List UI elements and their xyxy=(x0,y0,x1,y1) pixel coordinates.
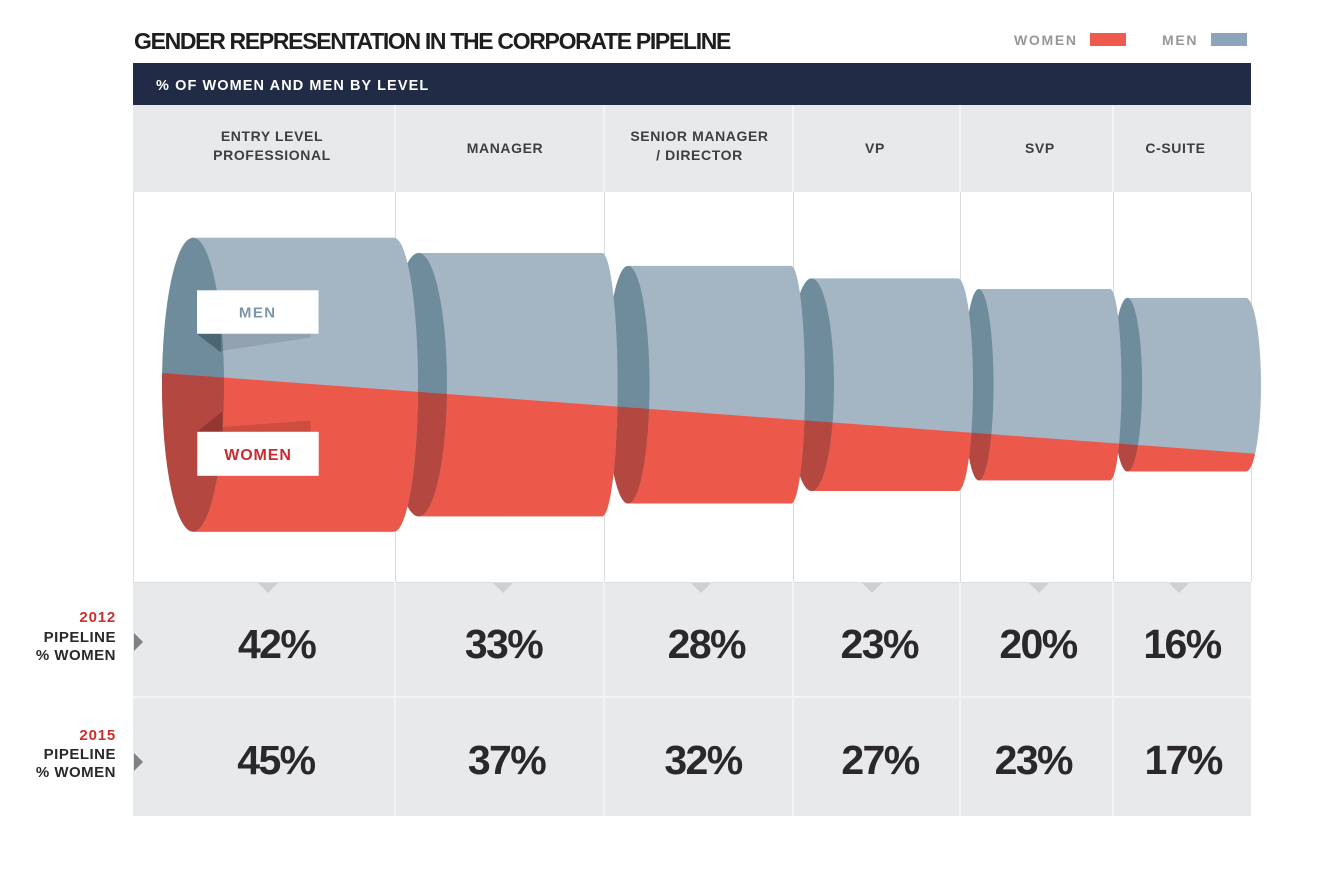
svg-text:WOMEN: WOMEN xyxy=(224,447,292,464)
svg-text:MEN: MEN xyxy=(239,304,277,321)
